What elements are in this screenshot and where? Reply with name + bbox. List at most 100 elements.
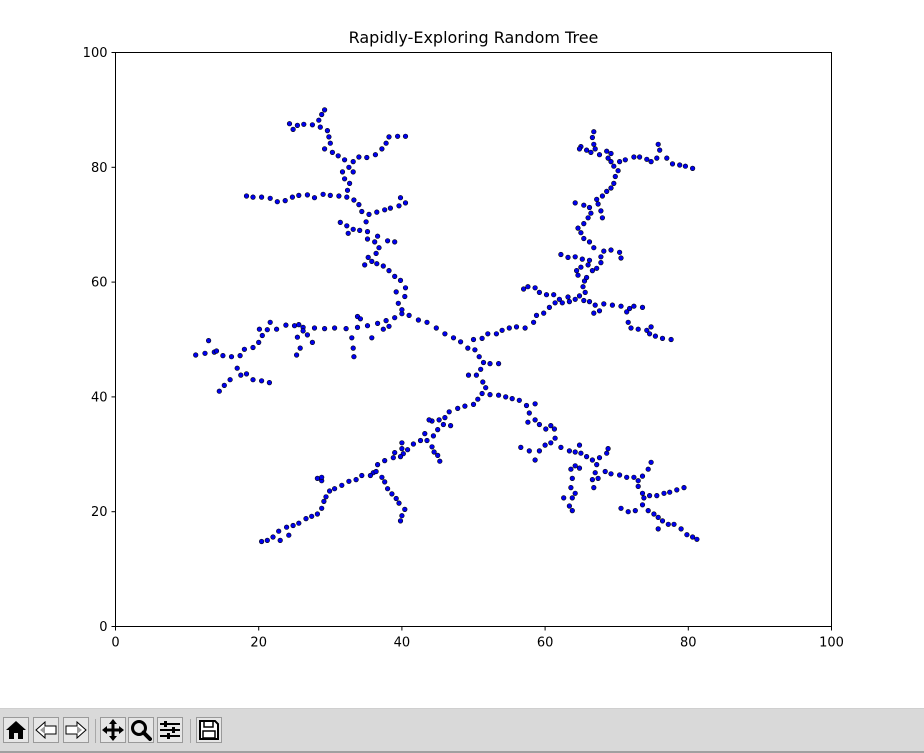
tree-node-point <box>309 122 316 128</box>
tree-node-point <box>677 162 683 168</box>
y-tick-label: 0 <box>99 620 107 635</box>
tree-node-point <box>323 494 329 500</box>
tree-node-point <box>480 379 486 385</box>
tree-node-point <box>286 532 292 538</box>
tree-node-point <box>402 506 408 513</box>
save-button[interactable] <box>196 717 222 743</box>
tree-node-point <box>243 371 250 377</box>
tree-node-point <box>202 350 208 356</box>
tree-node-point <box>518 444 524 451</box>
tree-node-point <box>591 310 597 316</box>
tree-node-point <box>599 193 606 199</box>
tree-node-point <box>336 193 342 199</box>
axes-frame <box>115 52 832 627</box>
tree-node-point <box>635 483 641 490</box>
home-button[interactable] <box>3 717 29 743</box>
tree-node-point <box>359 472 365 479</box>
tree-node-point <box>575 225 581 231</box>
tree-node-point <box>324 128 331 134</box>
tree-node-point <box>243 193 250 199</box>
tree-node-point <box>576 293 583 299</box>
tree-node-point <box>499 327 505 333</box>
tree-node-point <box>382 458 388 464</box>
tree-node-point <box>385 486 391 492</box>
tree-node-point <box>616 249 623 255</box>
tree-node-point <box>608 471 614 477</box>
tree-node-point <box>523 402 530 409</box>
tree-node-point <box>558 251 564 258</box>
tree-node-point <box>417 437 424 444</box>
tree-node-point <box>193 352 199 358</box>
x-tick-label: 80 <box>680 636 697 651</box>
tree-node-point <box>479 390 485 397</box>
tree-node-point <box>250 344 256 351</box>
tree-node-point <box>296 322 302 328</box>
tree-node-point <box>532 401 538 407</box>
tree-node-point <box>366 211 372 217</box>
figure-canvas: Rapidly-Exploring Random Tree 0 20 40 60 80 1… <box>82 28 844 651</box>
tree-node-point <box>301 121 307 127</box>
tree-node-point <box>250 377 256 383</box>
zoom-button[interactable] <box>128 717 154 743</box>
tree-node-point <box>221 382 227 389</box>
tree-node-point <box>548 440 554 446</box>
tree-node-point <box>266 380 273 386</box>
tree-node-point <box>631 303 637 309</box>
tree-node-point <box>598 260 604 266</box>
tree-node-point <box>669 161 676 167</box>
tree-node-point <box>595 201 601 207</box>
tree-node-point <box>556 296 563 302</box>
tree-node-point <box>578 264 584 270</box>
tree-node-point <box>379 146 385 152</box>
tree-node-point <box>359 208 365 215</box>
back-button[interactable] <box>33 717 59 743</box>
tree-node-point <box>631 154 637 160</box>
tree-node-point <box>406 312 412 319</box>
tree-node-point <box>551 426 558 432</box>
tree-node-point <box>424 319 430 325</box>
tree-node-point <box>386 134 392 140</box>
tree-node-point <box>350 226 356 232</box>
tree-node-point <box>542 442 548 448</box>
tree-node-point <box>395 133 401 139</box>
tree-node-point <box>289 194 296 200</box>
tree-node-point <box>641 495 647 501</box>
tree-node-point <box>402 285 409 291</box>
tree-node-point <box>596 455 603 461</box>
tree-node-point <box>385 238 391 244</box>
tree-node-point <box>608 185 614 191</box>
tree-node-point <box>618 303 624 309</box>
tree-node-point <box>241 346 247 352</box>
tree-node-point <box>430 433 437 439</box>
tree-node-point <box>347 180 353 186</box>
tree-node-point <box>364 154 370 161</box>
tree-node-point <box>436 417 442 423</box>
tree-node-point <box>480 359 487 366</box>
tree-node-point <box>506 325 512 331</box>
tree-node-point <box>270 534 276 540</box>
tree-node-point <box>626 305 633 312</box>
tree-node-point <box>350 169 356 175</box>
tree-node-point <box>382 479 388 485</box>
y-tick-label: 40 <box>91 390 108 405</box>
tree-node-point <box>283 322 289 328</box>
tree-node-point <box>572 463 578 469</box>
tree-node-point <box>448 423 454 429</box>
tree-node-point <box>399 307 405 313</box>
tree-node-point <box>616 159 623 165</box>
tree-node-point <box>311 195 318 201</box>
tree-node-point <box>405 447 411 453</box>
tree-node-point <box>470 401 477 408</box>
tree-node-point <box>429 444 435 450</box>
tree-node-point <box>386 268 392 274</box>
tree-node-point <box>625 509 631 515</box>
tree-node-point <box>611 163 617 169</box>
tree-node-point <box>357 316 364 322</box>
move-icon <box>102 719 124 741</box>
tree-node-point <box>259 332 265 339</box>
tree-node-point <box>569 508 575 514</box>
forward-button[interactable] <box>63 717 89 743</box>
tree-node-point <box>654 155 660 161</box>
configure-subplots-button[interactable] <box>157 717 183 743</box>
pan-button[interactable] <box>100 717 126 743</box>
